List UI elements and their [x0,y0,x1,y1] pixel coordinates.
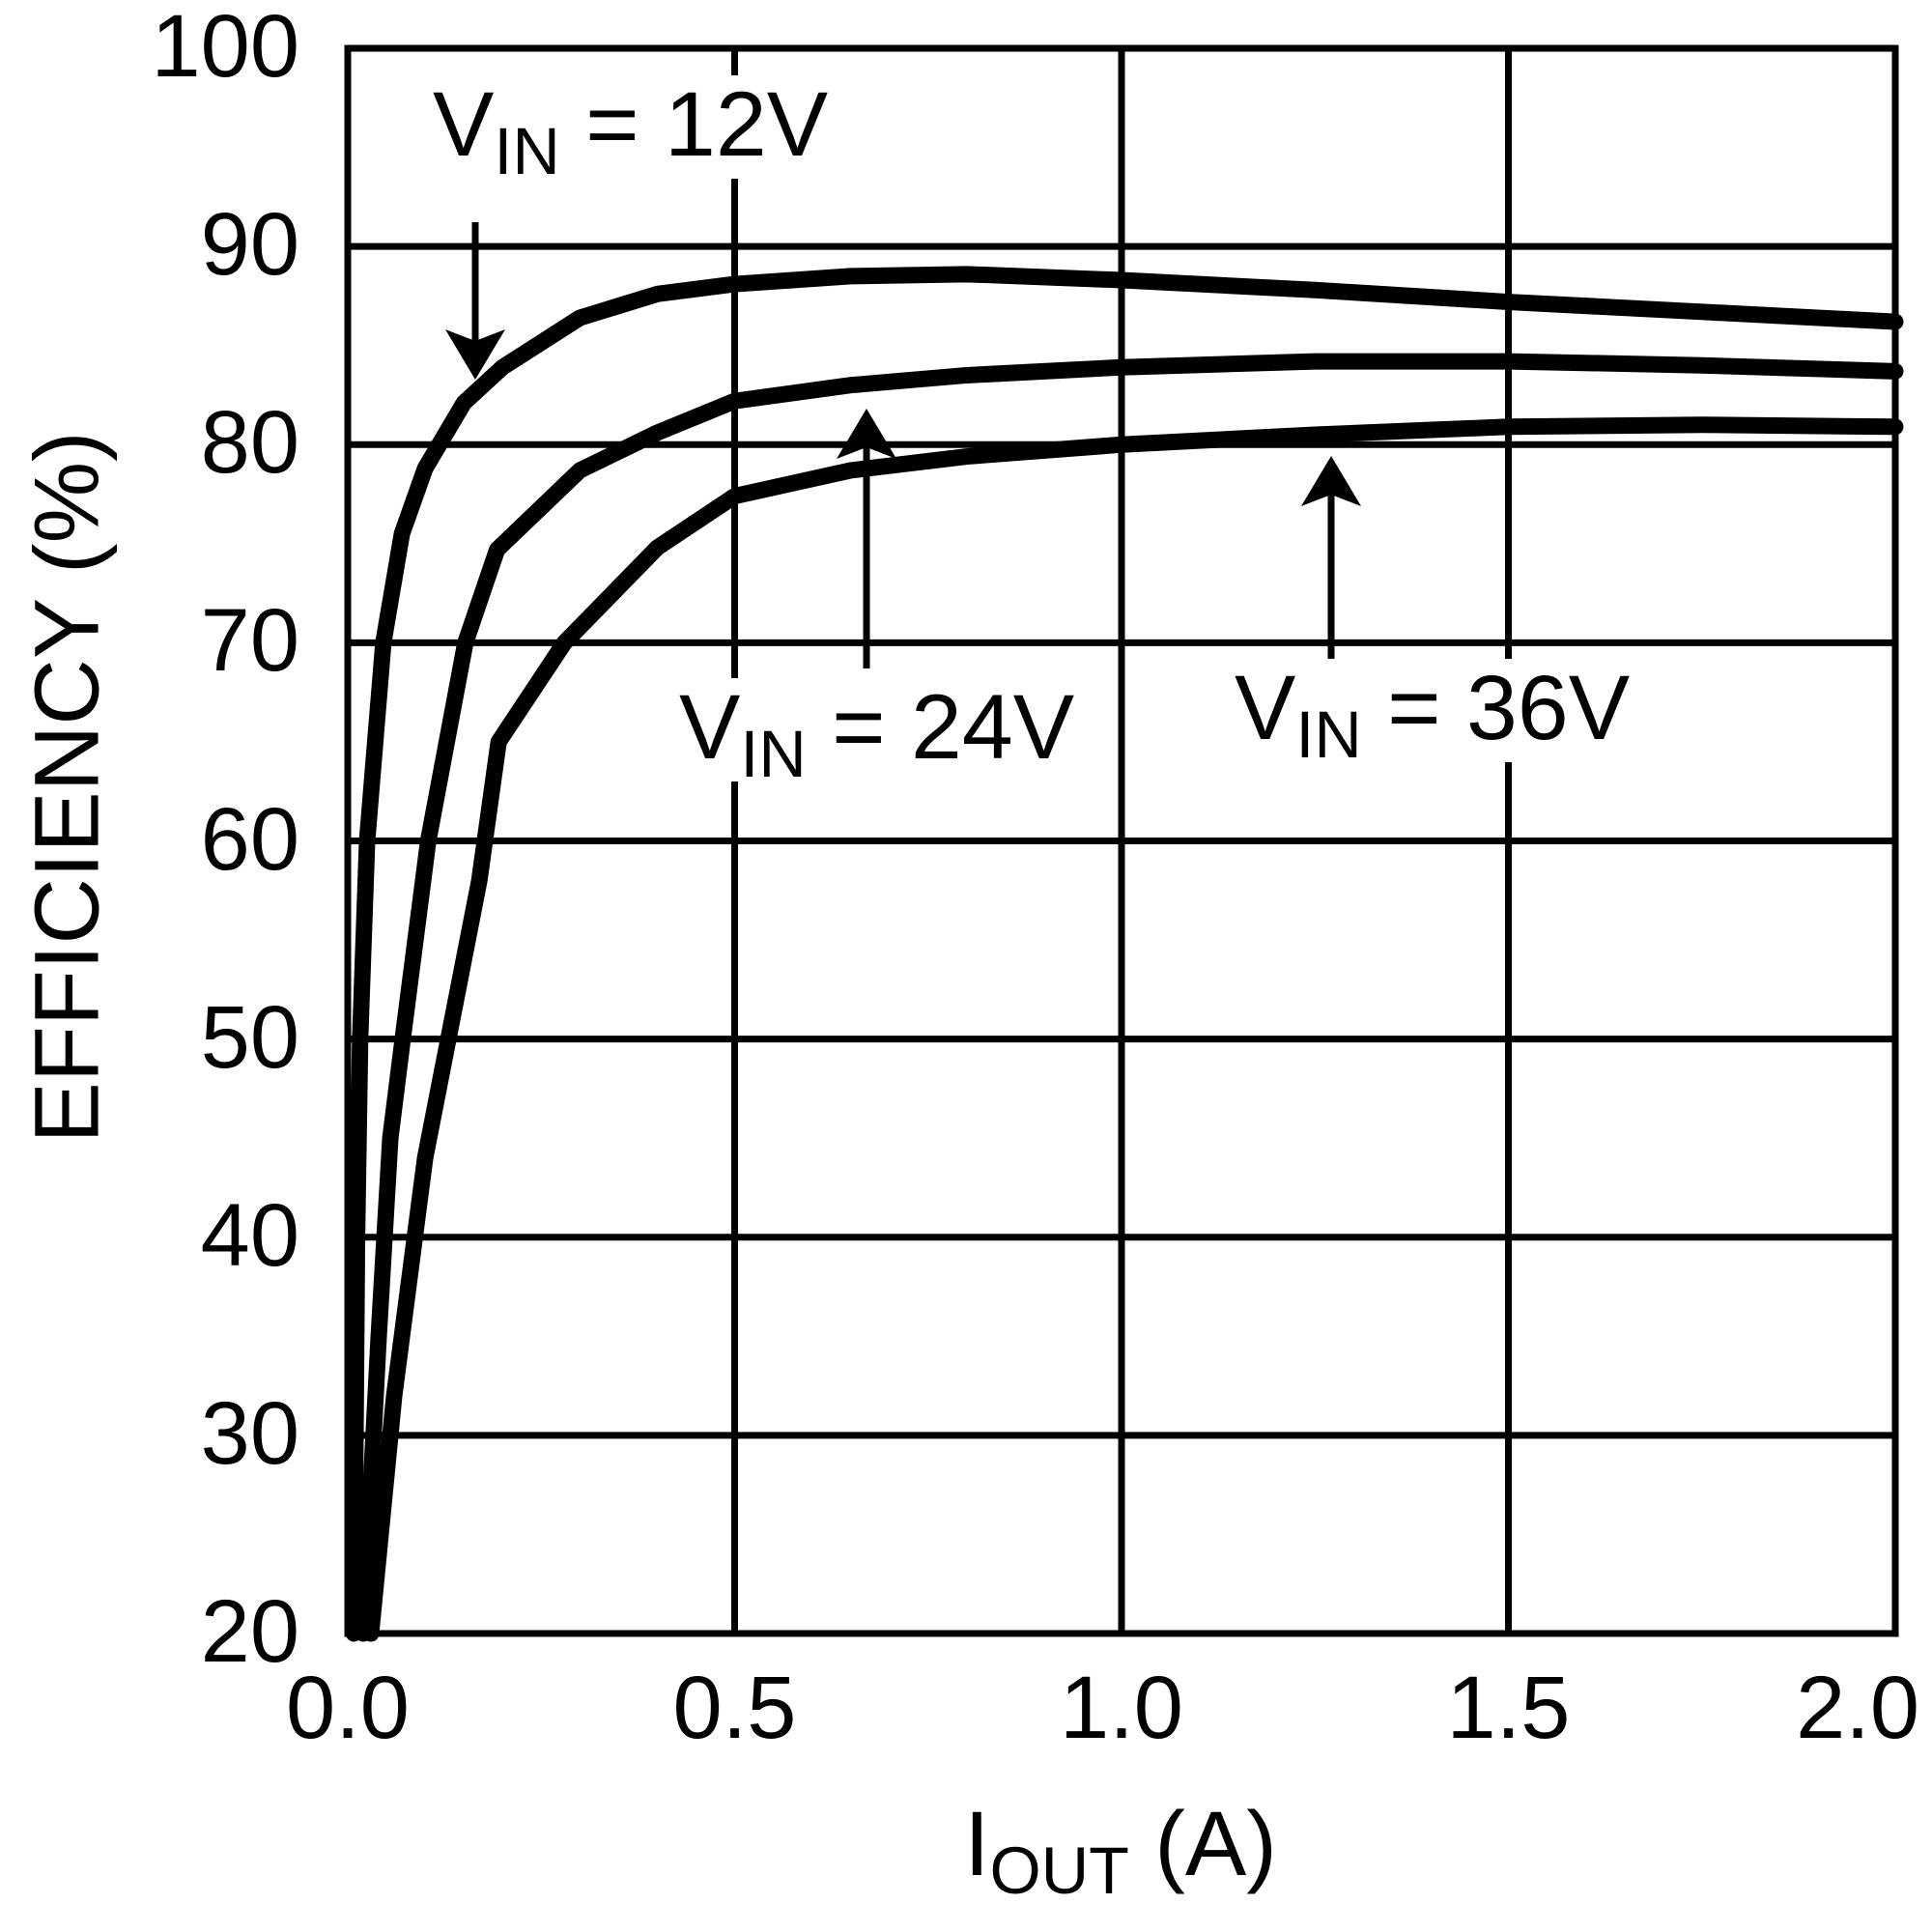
y-tick-label-50: 50 [200,987,299,1087]
y-tick-label-70: 70 [200,591,299,691]
curve-label-vin=24v: VIN = 24V [669,676,1085,787]
annotation-arrowhead [837,409,896,459]
y-axis-title: EFFICIENCY (%) [15,431,119,1144]
x-tick-label-1.5: 1.5 [1446,1659,1571,1757]
annotation-arrowhead [445,329,505,380]
curve-vin=36v [362,416,1904,1642]
plot-border [344,44,1899,1637]
x-axis-title-symbol: I [964,1793,990,1895]
x-axis-title: IOUT (A) [964,1799,1277,1905]
x-tick-label-0.5: 0.5 [672,1659,797,1757]
y-tick-label-20: 20 [200,1582,299,1682]
y-tick-label-30: 30 [200,1384,299,1484]
x-tick-label-2.0: 2.0 [1796,1659,1919,1757]
curve-label-subscript: IN [740,718,807,792]
curve-vin=24v [355,353,1904,1642]
curve-label-value: = 36V [1361,657,1631,759]
curve-label-subscript: IN [494,115,560,189]
curve-label-vin=36v: VIN = 36V [1225,657,1640,768]
y-tick-label-60: 60 [200,789,299,889]
y-tick-label-40: 40 [200,1185,299,1285]
annotation-arrowhead [1301,456,1361,506]
curve-label-subscript: IN [1295,698,1362,773]
curve-label-symbol: V [679,676,741,779]
curve-vin=12v [345,266,1904,1642]
curve-label-value: = 12V [559,73,829,176]
y-tick-label-80: 80 [200,393,299,493]
x-tick-label-0.0: 0.0 [286,1659,410,1757]
curve-label-symbol: V [433,73,495,176]
curve-label-symbol: V [1235,657,1296,759]
curve-label-vin=12v: VIN = 12V [423,73,838,185]
curve-label-value: = 24V [806,676,1075,779]
y-tick-label-90: 90 [200,195,299,295]
y-tick-label-100: 100 [151,0,300,97]
x-tick-label-1.0: 1.0 [1060,1659,1183,1757]
x-axis-title-subscript: OUT [989,1834,1129,1909]
x-axis-title-unit: (A) [1128,1793,1277,1895]
